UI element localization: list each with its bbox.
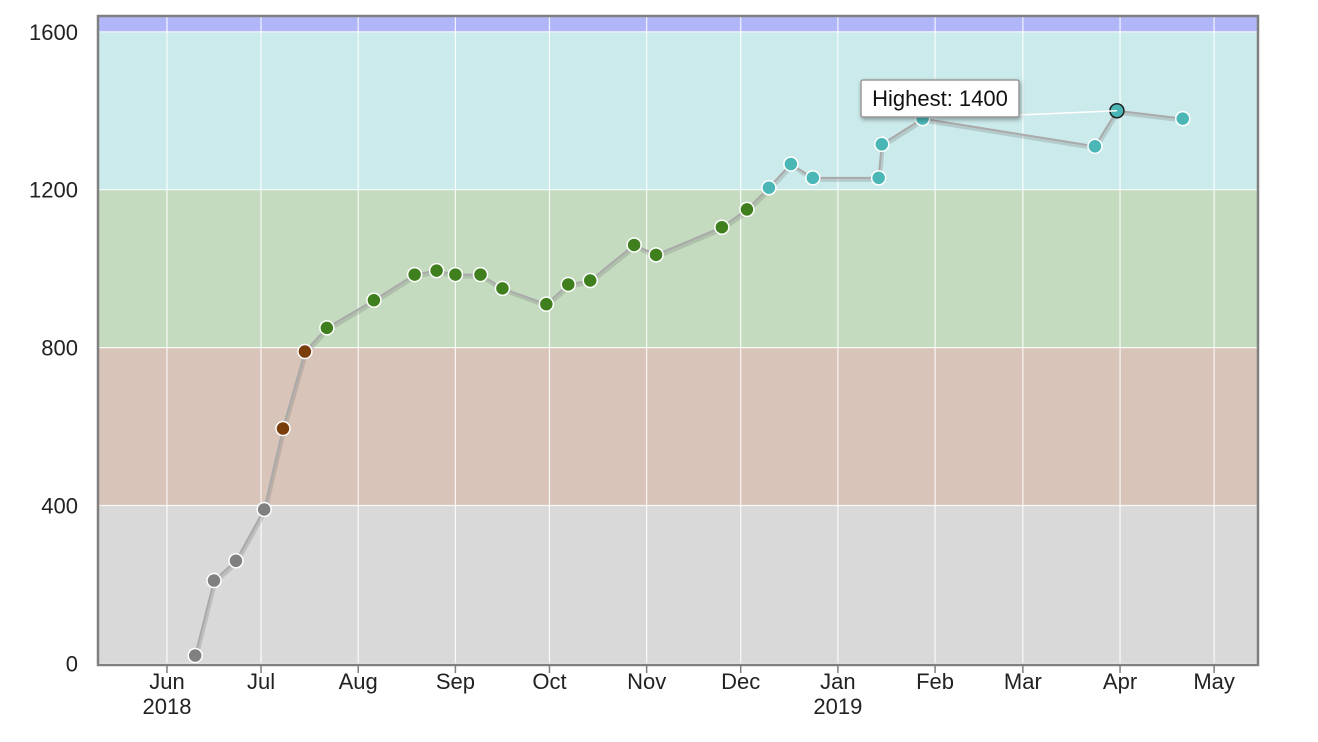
data-point	[538, 296, 555, 312]
data-point	[494, 280, 511, 297]
band-1600-1640	[98, 16, 1258, 32]
data-point	[582, 272, 598, 289]
tooltip-text: Highest: 1400	[872, 86, 1008, 111]
y-tick-label: 1600	[29, 20, 78, 45]
data-point	[870, 170, 887, 186]
data-point	[447, 266, 464, 283]
x-tick-label: Jan	[820, 669, 855, 694]
data-point	[319, 320, 335, 336]
x-tick-label: Sep	[436, 669, 475, 694]
y-tick-label: 800	[41, 336, 78, 361]
data-point	[366, 292, 382, 308]
data-point	[275, 420, 291, 437]
highest-tooltip: Highest: 1400	[860, 79, 1117, 118]
y-tick-label: 1200	[29, 178, 78, 203]
rating-bands	[98, 16, 1258, 664]
data-point	[428, 262, 445, 279]
data-point	[714, 219, 730, 235]
band-0-400	[98, 505, 1258, 664]
data-point	[256, 501, 272, 518]
data-point	[472, 266, 489, 283]
x-tick-label: Nov	[627, 669, 666, 694]
band-800-1200	[98, 189, 1258, 348]
x-tick-label: Oct	[532, 669, 566, 694]
x-tick-label: Jun	[149, 669, 184, 694]
grid-lines	[98, 16, 1258, 665]
y-axis: 0 400 800 1200 1600	[29, 20, 78, 677]
series-points	[187, 102, 1191, 664]
y-tick-label: 0	[66, 651, 78, 676]
plot-frame	[96, 14, 1260, 667]
x-tick-year-label: 2019	[813, 694, 862, 719]
data-point	[1087, 138, 1103, 155]
data-point	[626, 237, 642, 253]
band-400-800	[98, 347, 1258, 506]
tooltip-connector	[1018, 109, 1117, 116]
data-point	[560, 276, 577, 293]
x-tick-label: May	[1193, 669, 1235, 694]
x-tick-label: Apr	[1103, 669, 1137, 694]
data-point	[739, 201, 755, 218]
data-point	[297, 343, 313, 360]
x-tick-year-label: 2018	[142, 694, 191, 719]
x-tick-label: Jul	[247, 669, 275, 694]
data-point	[761, 179, 777, 196]
data-point	[1175, 110, 1191, 127]
x-tick-label: Dec	[721, 669, 760, 694]
data-point	[406, 266, 423, 283]
band-1200-1600	[98, 31, 1258, 190]
data-point	[648, 247, 664, 263]
data-point	[805, 170, 821, 186]
y-tick-label: 400	[41, 494, 78, 519]
x-tick-label: Feb	[916, 669, 954, 694]
data-point	[874, 136, 890, 153]
data-point	[783, 156, 799, 172]
data-point	[187, 647, 203, 664]
x-tick-label: Aug	[339, 669, 378, 694]
tooltip-box	[860, 79, 1020, 118]
data-point	[206, 572, 222, 589]
data-point	[228, 553, 244, 569]
x-tick-label: Mar	[1004, 669, 1042, 694]
